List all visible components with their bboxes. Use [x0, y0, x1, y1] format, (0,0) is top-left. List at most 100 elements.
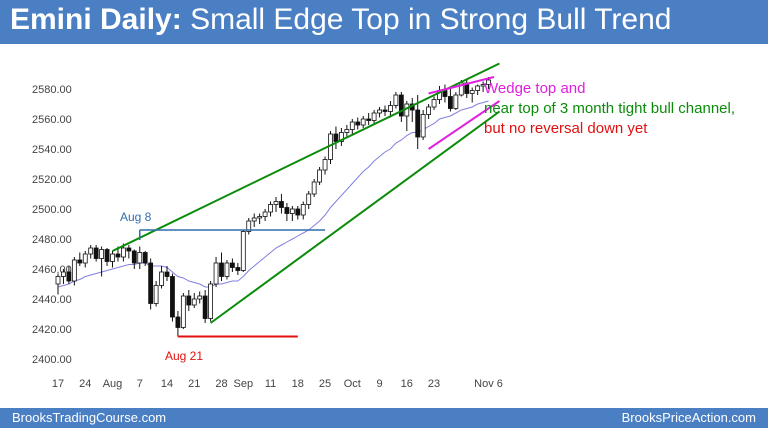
- bear-candle: [186, 295, 192, 306]
- bull-candle: [273, 201, 279, 205]
- x-tick-label: 24: [79, 378, 91, 390]
- bull-candle: [306, 193, 312, 205]
- note-wedge-top: Wedge top and: [484, 80, 585, 97]
- bull-candle: [121, 247, 126, 258]
- bull-candle: [317, 169, 323, 183]
- bear-candle: [398, 94, 404, 117]
- bear-candle: [142, 252, 148, 264]
- bear-candle: [295, 208, 301, 216]
- y-tick-label: 2520.00: [32, 174, 72, 186]
- title-rest: Small Edge Top in Strong Bull Trend: [190, 3, 672, 36]
- bull-candle: [88, 247, 94, 255]
- bull-candle: [55, 276, 61, 285]
- bull-candle: [311, 181, 317, 195]
- bull-candle: [486, 79, 491, 85]
- bull-candle: [431, 99, 437, 108]
- bear-candle: [382, 109, 388, 112]
- bull-candle: [159, 271, 164, 286]
- bear-candle: [333, 133, 339, 142]
- bear-candle: [77, 259, 83, 264]
- bull-candle: [420, 114, 426, 138]
- bear-candle: [355, 121, 361, 126]
- x-tick-label: 28: [215, 378, 227, 390]
- wedge-bottom-line: [428, 100, 501, 150]
- bull-candle: [251, 217, 257, 222]
- bull-candle: [246, 220, 252, 232]
- bear-candle: [104, 249, 110, 262]
- bull-candle: [371, 112, 377, 121]
- bull-candle: [322, 159, 328, 171]
- y-tick-label: 2580.00: [32, 84, 72, 96]
- bull-candle: [197, 295, 203, 300]
- bear-candle: [366, 118, 372, 121]
- bear-candle: [115, 253, 121, 258]
- bear-candle: [131, 250, 137, 264]
- x-tick-label: 16: [401, 378, 413, 390]
- bull-candle: [475, 85, 481, 91]
- bear-candle: [170, 276, 175, 318]
- bull-candle: [426, 106, 432, 115]
- y-tick-label: 2420.00: [32, 324, 72, 336]
- bull-candle: [289, 208, 295, 214]
- aug8-label: Aug 8: [120, 210, 152, 224]
- bull-candle: [338, 132, 344, 142]
- bear-candle: [126, 247, 132, 252]
- x-tick-label: 11: [265, 378, 276, 390]
- bull-candle: [480, 84, 486, 87]
- chart-title: Emini Daily: Small Edge Top in Strong Bu…: [10, 3, 671, 37]
- bull-candle: [82, 253, 88, 264]
- bull-candle: [71, 259, 77, 282]
- bull-candle: [469, 90, 475, 94]
- bear-candle: [229, 262, 235, 268]
- title-bar: Emini Daily: Small Edge Top in Strong Bu…: [0, 0, 768, 44]
- bull-candle: [153, 285, 159, 304]
- bear-candle: [202, 295, 208, 319]
- x-axis: 17 24 Aug 7 14 21 28 Sep 11 18 25 Oct 9 16 23 Nov 6: [52, 378, 503, 390]
- wedge-top-line: [428, 76, 495, 95]
- bear-candle: [447, 96, 453, 109]
- bear-candle: [148, 262, 154, 304]
- note-bull-channel: near top of 3 month tight bull channel,: [484, 100, 735, 117]
- bear-candle: [93, 247, 99, 259]
- bull-candle: [180, 295, 186, 328]
- bear-candle: [284, 207, 290, 214]
- bull-candle: [240, 231, 246, 271]
- bull-candle: [388, 105, 393, 112]
- x-tick-label: 7: [137, 378, 143, 390]
- bull-candle: [262, 211, 268, 217]
- bull-candle: [99, 249, 104, 259]
- bear-candle: [235, 267, 241, 271]
- y-tick-label: 2540.00: [32, 144, 72, 156]
- x-tick-label: 21: [188, 378, 200, 390]
- chart-area: 2400.002420.002440.002460.002480.002500.…: [32, 62, 735, 390]
- bull-candle: [360, 118, 366, 126]
- bear-candle: [219, 262, 224, 277]
- overlay-lines: [112, 62, 501, 338]
- bull-candle: [110, 253, 115, 262]
- x-tick-label: 18: [292, 378, 304, 390]
- bull-candle: [137, 252, 143, 264]
- bull-candle: [349, 121, 355, 130]
- bull-candle: [300, 204, 306, 216]
- bull-candle: [213, 262, 219, 285]
- title-bold: Emini Daily:: [10, 3, 182, 36]
- bear-candle: [415, 109, 421, 138]
- y-tick-label: 2400.00: [32, 354, 72, 366]
- y-tick-label: 2500.00: [32, 204, 72, 216]
- x-tick-label: 25: [319, 378, 331, 390]
- annotation-labels: Aug 8 Aug 21 Wedge top and near top of 3 mo…: [120, 80, 735, 363]
- x-tick-label: Oct: [344, 378, 361, 390]
- bull-candle: [377, 109, 382, 114]
- bull-candle: [208, 283, 214, 319]
- footer-right: BrooksPriceAction.com: [621, 410, 756, 425]
- bear-candle: [164, 271, 170, 277]
- bear-candle: [66, 271, 72, 282]
- y-tick-label: 2480.00: [32, 234, 72, 246]
- y-tick-label: 2440.00: [32, 294, 72, 306]
- bull-candle: [61, 271, 66, 277]
- aug21-label: Aug 21: [165, 349, 203, 363]
- y-axis: 2400.002420.002440.002460.002480.002500.…: [32, 84, 72, 366]
- note-no-reversal: but no reversal down yet: [484, 120, 648, 137]
- x-tick-label: 14: [161, 378, 173, 390]
- candles: [55, 77, 491, 337]
